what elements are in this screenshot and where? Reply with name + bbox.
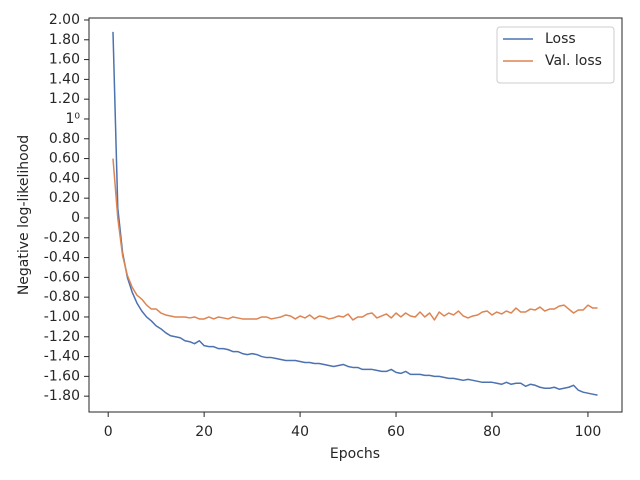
y-tick-label: 0	[71, 210, 80, 226]
x-tick-label: 60	[387, 424, 405, 440]
legend-label: Loss	[545, 31, 576, 47]
y-tick-label: 0.60	[49, 151, 80, 167]
y-tick-label: -0.40	[44, 250, 80, 266]
y-tick-label: -1.80	[44, 388, 80, 404]
line-series	[112, 158, 598, 321]
y-tick-label: -0.80	[44, 289, 80, 305]
y-tick-label: 0.40	[49, 170, 80, 186]
y-tick-label: 1⁰	[65, 111, 80, 127]
y-tick-label: 1.20	[49, 91, 80, 107]
y-tick-label: -1.20	[44, 329, 80, 345]
x-tick-label: 80	[483, 424, 501, 440]
y-tick-label: -0.20	[44, 230, 80, 246]
line-series	[112, 31, 598, 396]
legend-box	[496, 26, 615, 84]
y-tick-label: -0.60	[44, 269, 80, 285]
y-tick-label: 0.80	[49, 131, 80, 147]
y-tick-label: -1.40	[44, 349, 80, 365]
x-tick-label: 20	[195, 424, 213, 440]
legend: Loss Val. loss	[496, 26, 615, 84]
y-tick-label: 1.40	[49, 71, 80, 87]
y-axis-label: Negative log-likelihood	[16, 135, 32, 295]
x-tick-label: 0	[104, 424, 113, 440]
x-axis-label: Epochs	[330, 446, 380, 462]
y-tick-label: 2.00	[49, 12, 80, 28]
plot-frame	[88, 17, 623, 413]
y-tick-label: -1.00	[44, 309, 80, 325]
y-tick-label: 0.20	[49, 190, 80, 206]
y-tick-label: 1.80	[49, 32, 80, 48]
y-tick-label: 1.60	[49, 52, 80, 68]
x-tick-label: 100	[575, 424, 602, 440]
legend-label: Val. loss	[545, 53, 602, 69]
x-tick-label: 40	[291, 424, 309, 440]
y-tick-label: -1.60	[44, 368, 80, 384]
